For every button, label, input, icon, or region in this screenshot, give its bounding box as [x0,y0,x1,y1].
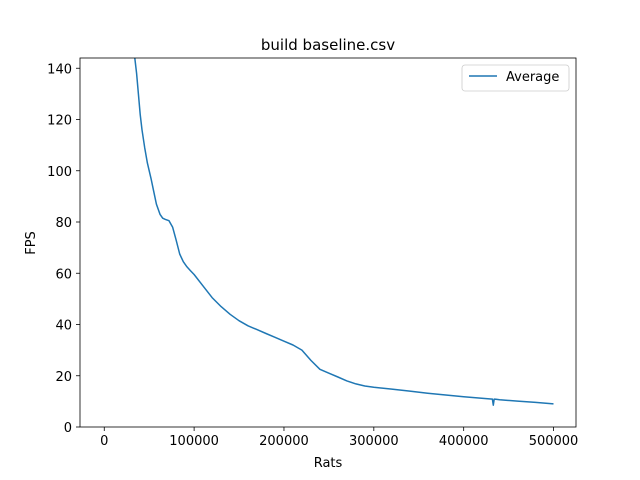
plot-frame [79,57,577,428]
chart-title: build baseline.csv [261,36,395,54]
x-axis-label: Rats [314,456,343,471]
legend: Average [461,64,570,92]
y-tick-label: 120 [47,114,72,129]
y-axis-ticks: 0 20 40 60 80 100 120 140 [47,62,80,436]
x-axis-ticks: 0 100000 200000 300000 400000 500000 [100,427,578,449]
x-tick-label: 100000 [169,434,219,449]
x-tick-label: 300000 [349,434,399,449]
y-tick-label: 100 [47,165,72,180]
legend-box [461,64,570,92]
x-tick-label: 500000 [529,434,579,449]
y-tick-label: 20 [55,370,72,385]
series-line-average [134,58,554,406]
y-tick-label: 40 [55,319,72,334]
y-tick-label: 60 [55,267,72,282]
x-tick-label: 200000 [259,434,309,449]
y-tick-label: 140 [47,62,72,77]
x-tick-label: 0 [100,434,108,449]
x-tick-label: 400000 [439,434,489,449]
plot-area [80,58,576,427]
legend-label-average: Average [506,70,559,85]
y-axis-label: FPS [24,231,39,255]
y-tick-label: 80 [55,216,72,231]
y-tick-label: 0 [64,421,72,436]
